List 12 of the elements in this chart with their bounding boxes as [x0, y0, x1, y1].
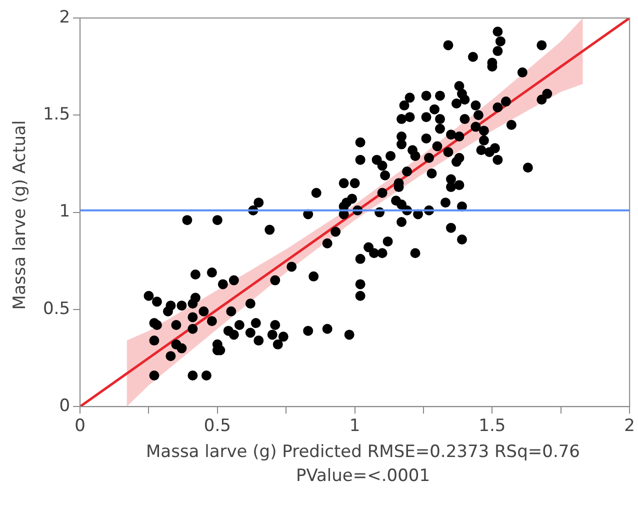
- x-tick-label: 1: [349, 416, 360, 436]
- x-tick-label: 0: [74, 416, 86, 436]
- x-tick-label: 0.5: [204, 416, 231, 436]
- y-tick-label: 0: [59, 396, 70, 416]
- y-tick-label: 2: [59, 7, 70, 28]
- y-tick-label: 0.5: [42, 298, 70, 319]
- y-tick-label: 1: [59, 202, 70, 222]
- x-tick-label: 2: [624, 416, 636, 436]
- y-axis-title: Massa larve (g) Actual: [10, 119, 30, 312]
- x-tick-label: 1.5: [478, 416, 506, 436]
- y-tick-label: 1.5: [42, 104, 70, 125]
- x-axis-title: Massa larve (g) Predicted RMSE=0.2373 RSq=0.76 PValue=<.0001: [145, 441, 581, 488]
